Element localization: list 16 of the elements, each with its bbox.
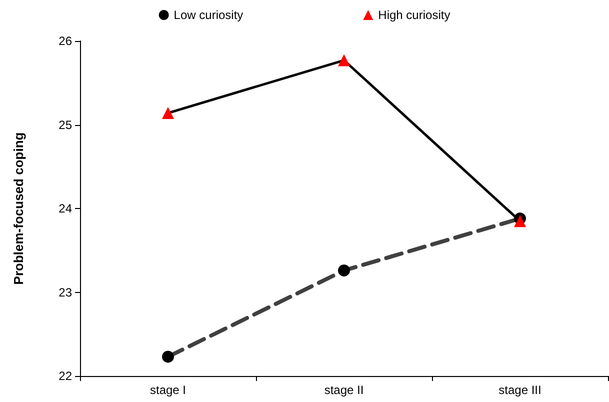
point bbox=[162, 107, 174, 120]
y-axis-title: Problem-focused coping bbox=[11, 132, 26, 285]
point bbox=[338, 264, 350, 276]
x-tick-label: stage I bbox=[150, 383, 186, 397]
x-tick-label: stage II bbox=[324, 383, 364, 397]
point bbox=[514, 215, 526, 228]
y-tick-label: 23 bbox=[58, 285, 72, 300]
legend-label: Low curiosity bbox=[174, 8, 244, 22]
y-tick-label: 26 bbox=[58, 34, 72, 48]
point bbox=[162, 350, 174, 363]
y-tick-label: 25 bbox=[58, 118, 72, 132]
point bbox=[338, 54, 350, 66]
y-tick-label: 22 bbox=[58, 369, 72, 383]
legend-label: High curiosity bbox=[378, 8, 450, 22]
y-tick-label: 24 bbox=[58, 202, 72, 216]
x-tick-label: stage III bbox=[498, 383, 542, 397]
